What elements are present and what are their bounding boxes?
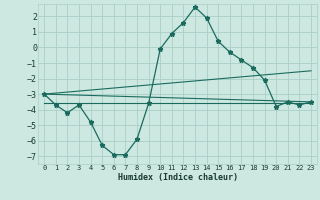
X-axis label: Humidex (Indice chaleur): Humidex (Indice chaleur) — [118, 173, 238, 182]
